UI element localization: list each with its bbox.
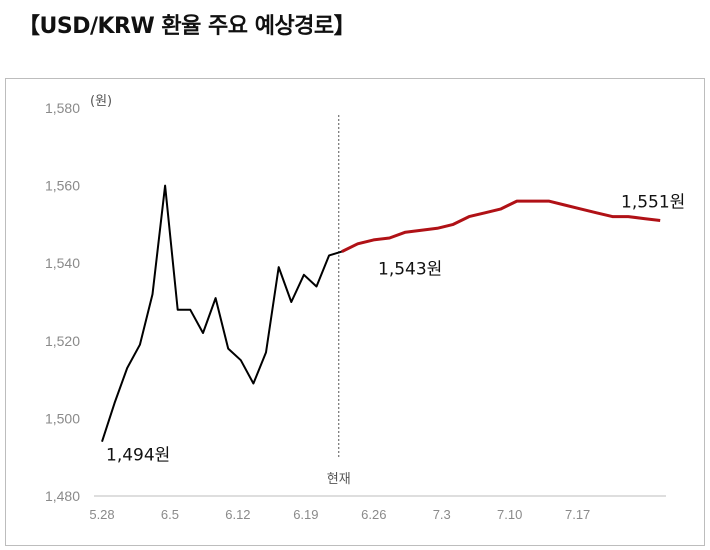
chart-title: 【USD/KRW 환율 주요 예상경로】 — [18, 14, 356, 39]
data-label-current: 1,543원 — [378, 260, 442, 280]
y-unit-label: (원) — [90, 94, 112, 109]
x-tick-label: 7.17 — [565, 507, 590, 522]
x-tick-label: 6.26 — [361, 507, 386, 522]
series-line-forecast — [341, 199, 661, 253]
series-line-actual — [101, 184, 343, 443]
x-tick-label: 5.28 — [89, 507, 114, 522]
y-tick-label: 1,540 — [45, 255, 80, 271]
x-tick-label: 6.5 — [161, 507, 179, 522]
y-tick-label: 1,580 — [45, 100, 80, 116]
data-label-forecast-end: 1,551원 — [621, 193, 685, 213]
y-tick-label: 1,520 — [45, 333, 80, 349]
data-label-start: 1,494원 — [106, 446, 170, 466]
x-tick-label: 7.10 — [497, 507, 522, 522]
x-tick-label: 7.3 — [433, 507, 451, 522]
x-tick-label: 6.19 — [293, 507, 318, 522]
chart-panel: (원) 1,580 1,560 1,540 1,520 1,500 1,480 5.28 6… — [5, 78, 705, 546]
x-tick-label: 6.12 — [225, 507, 250, 522]
chart-svg: (원) 1,580 1,560 1,540 1,520 1,500 1,480 5.28 6… — [45, 94, 685, 522]
y-tick-label: 1,560 — [45, 178, 80, 194]
current-marker-label: 현재 — [327, 472, 351, 487]
y-tick-label: 1,480 — [45, 488, 80, 504]
y-tick-label: 1,500 — [45, 410, 80, 426]
